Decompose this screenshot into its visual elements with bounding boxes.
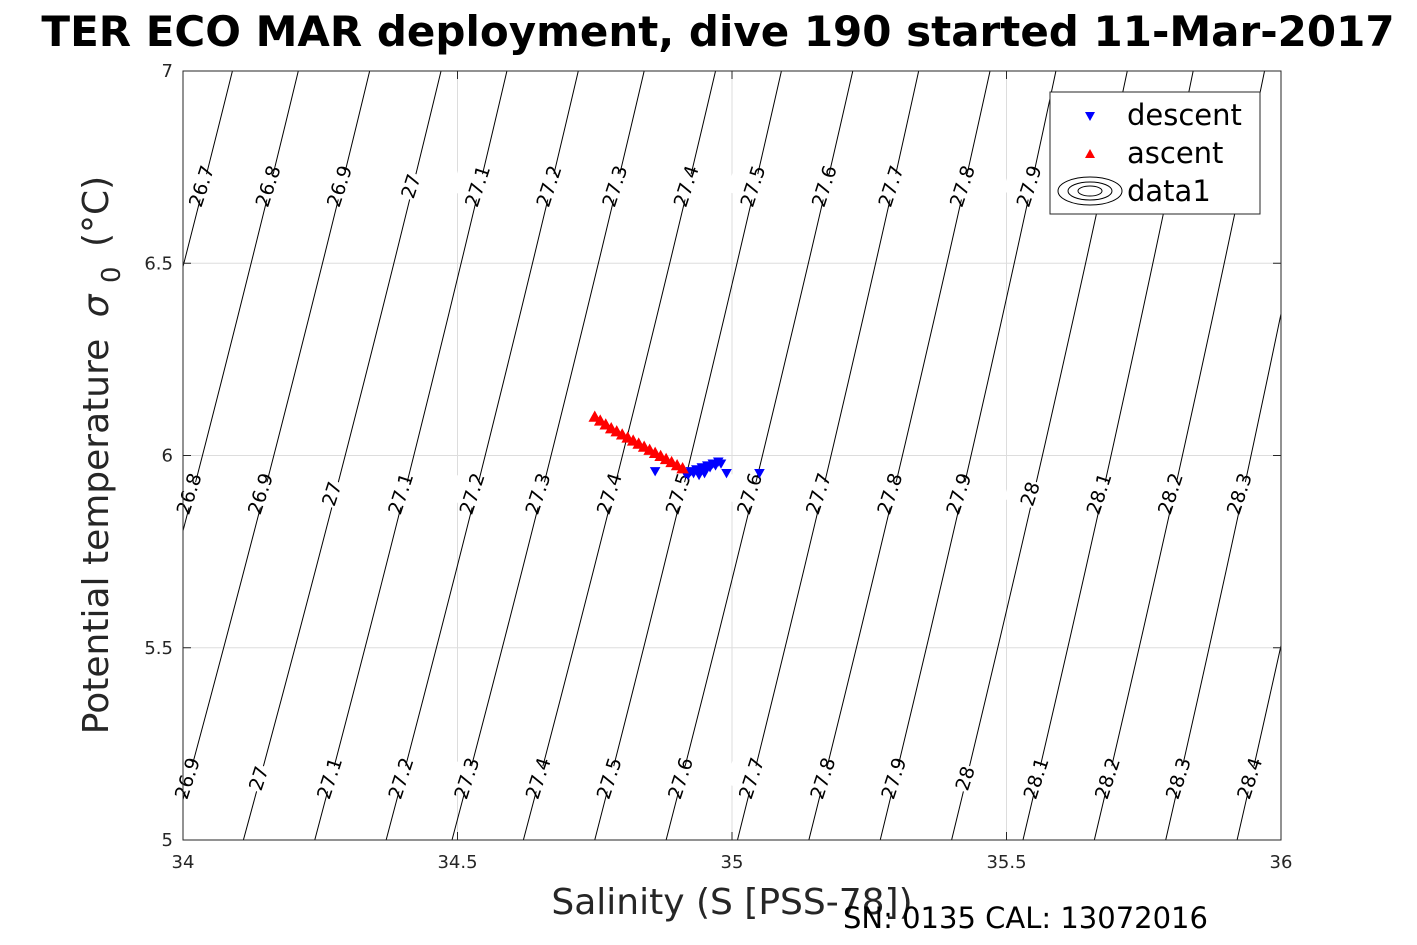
descent-point [715,459,727,469]
ascent-point [632,437,645,449]
descent-point [693,470,705,481]
density-contour-28.3 [1165,311,1281,840]
y-tick-label: 6.5 [144,253,173,274]
contour-label-gap [723,474,777,514]
y-axis-label-text: Potential temperature [76,339,117,734]
contour-label-gap [725,758,779,799]
contour-label-gap [1002,166,1057,207]
y-tick-label: 7 [162,61,173,82]
contour-label-gap [863,474,918,514]
contour-label-gap [374,758,429,799]
contour-label-gap [932,474,987,514]
contour-label-gap [796,758,851,799]
contour-label-gap [582,758,637,799]
legend-data1-label: data1 [1127,174,1211,208]
density-contour-28.4 [1236,643,1281,840]
ascent-point [654,449,667,462]
legend-ascent-label: ascent [1127,136,1223,170]
contour-label-gap [1152,758,1206,799]
ascent-point [643,443,656,455]
contour-label-gap [1009,758,1064,799]
axis-ticks: 34 34.5 35 35.5 36 5 5.5 6 6.5 7 [144,61,1292,873]
y-axis-label: Potential temperature σ 0 (°C) [76,176,129,734]
chart-title: TER ECO MAR deployment, dive 190 started… [41,7,1394,56]
descent-point [721,469,732,479]
contour-label-gap [175,166,229,207]
contour-label-gap [864,166,919,207]
ascent-point [604,422,618,434]
contour-label-gap [867,758,922,799]
x-tick-label: 35.5 [986,852,1026,873]
contour-label-gap [160,758,215,799]
descent-point [649,467,661,477]
y-axis-label-unit: (°C) [76,176,117,247]
x-tick-label: 35 [721,852,744,873]
contour-label-gap [1144,474,1198,514]
ascent-point [593,414,607,426]
ascent-point [621,431,634,443]
contour-label-gap [303,758,357,799]
x-tick-label: 34 [172,852,195,873]
contour-label-gap [938,758,993,799]
y-tick-label: 5.5 [144,638,173,659]
legend-descent-marker [1085,112,1095,121]
ascent-point [588,410,602,422]
contour-label-gap [241,166,296,207]
serial-calibration-note: SN: 0135 CAL: 13072016 [843,901,1208,935]
contour-label-gap [651,474,706,514]
contour-label-gap [522,166,577,207]
x-axis-label: Salinity (S [PSS-78]) [551,882,912,923]
contour-label-gap [583,474,637,514]
density-contour-labels: 26.7 26.8 26.9 27 27.1 27.2 27.3 27.4 27.5 27.6 27… [160,163,1278,802]
contour-label-gap [384,166,439,207]
legend-ascent-marker [1085,149,1095,158]
contour-label-gap [588,166,643,207]
legend-box [1049,91,1261,215]
contour-label-gap [440,758,495,799]
contour-label-gap [511,474,566,514]
contour-label-gap [162,474,217,514]
contour-label-gap [659,166,714,207]
contour-label-gap [451,166,505,207]
descent-point [754,469,765,479]
y-tick-label: 6 [162,446,173,467]
contour-label-gap [1223,758,1278,799]
legend-contour-icon [1057,176,1123,206]
contour-label-gap [936,166,990,207]
contour-label-gap [1081,758,1135,799]
y-tick-label: 5 [162,830,173,851]
contour-label-gap [234,474,288,514]
y-axis-label-symbol: σ [76,293,117,317]
ascent-point [676,462,689,474]
contour-label-gap [232,758,287,799]
contour-label-gap [374,474,429,514]
ascent-point [637,440,651,452]
ascent-point [670,458,684,471]
contour-label-gap [445,474,500,514]
contour-label-gap [1003,474,1058,514]
contour-label-gap [797,166,852,207]
contour-label-gap [1212,474,1267,514]
ascent-point [648,446,662,458]
contour-label-gap [792,474,846,514]
ascent-point [610,425,623,437]
contour-label-gap [654,758,708,799]
x-tick-label: 36 [1270,852,1293,873]
contour-label-gap [1072,474,1127,514]
contour-label-gap [726,166,781,207]
ascent-point [659,452,673,465]
legend-descent-label: descent [1127,98,1242,132]
ascent-point [665,455,678,468]
y-axis-label-subscript: 0 [97,266,127,283]
contour-label-gap [305,474,360,514]
ascent-point [615,428,629,440]
ascent-point [626,434,640,446]
contour-label-gap [313,166,367,207]
ascent-point [599,418,613,430]
legend: descent ascent data1 [1049,91,1261,215]
contour-label-gap [511,758,566,799]
x-tick-label: 34.5 [437,852,477,873]
data-series [588,410,765,481]
